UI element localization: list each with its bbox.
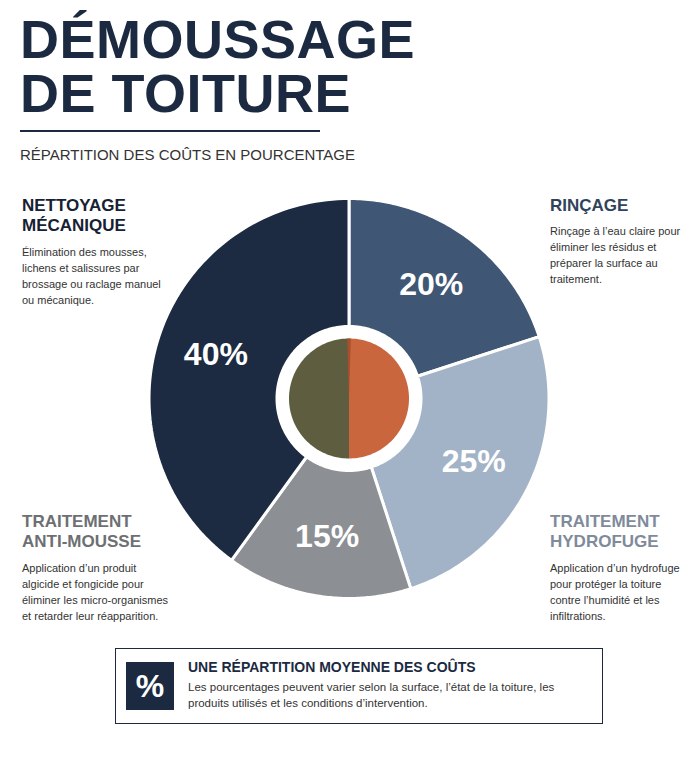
svg-text:25%: 25% [442, 443, 506, 479]
html-text:NETTOYAGE MÉCANIQUE: NETTOYAGE MÉCANIQUE [22, 196, 126, 236]
svg-text:20%: 20% [399, 266, 463, 302]
svg-text:15%: 15% [295, 518, 359, 554]
html-text:DÉMOUSSAGE DE TOITURE: DÉMOUSSAGE DE TOITURE [20, 9, 416, 123]
html-text:Les pourcentages peuvent varie: Les pourcentages peuvent varier selon la… [188, 681, 555, 710]
html-text:Application d’un hydrofuge pou: Application d’un hydrofuge pour protéger… [550, 561, 680, 622]
html-text:RINÇAGE: RINÇAGE [550, 196, 629, 215]
html-text:Application d’un produit algic: Application d’un produit algicide et fon… [22, 561, 169, 622]
html-text:UNE RÉPARTITION MOYENNE DES CO: UNE RÉPARTITION MOYENNE DES COÛTS [188, 659, 476, 675]
html-text:Élimination des mousses, liche: Élimination des mousses, lichens et sali… [22, 245, 161, 306]
html-text:TRAITEMENT ANTI-MOUSSE: TRAITEMENT ANTI-MOUSSE [22, 512, 141, 552]
html-text:Rinçage à l’eau claire pour él: Rinçage à l’eau claire pour éliminer les… [550, 225, 681, 286]
svg-text:40%: 40% [184, 336, 248, 372]
html-text:RÉPARTITION DES COÛTS EN POURC: RÉPARTITION DES COÛTS EN POURCENTAGE [20, 146, 355, 163]
html-text:TRAITEMENT HYDROFUGE: TRAITEMENT HYDROFUGE [550, 512, 660, 552]
